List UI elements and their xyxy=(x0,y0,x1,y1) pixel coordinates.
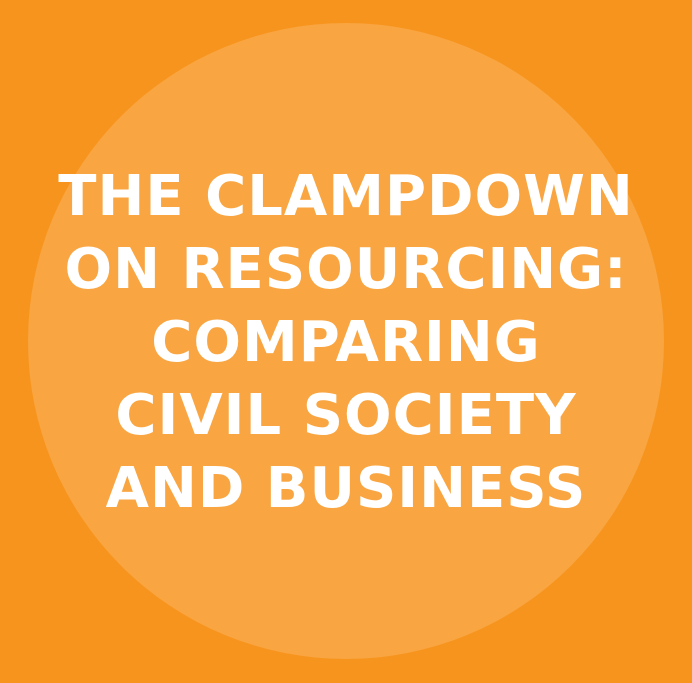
background-circle xyxy=(28,23,664,659)
title-line-2: ON RESOURCING: xyxy=(64,237,628,302)
page-title: THE CLAMPDOWN ON RESOURCING: COMPARING C… xyxy=(0,160,692,525)
title-line-4: CIVIL SOCIETY xyxy=(115,383,577,448)
title-line-1: THE CLAMPDOWN xyxy=(58,164,634,229)
title-line-5: AND BUSINESS xyxy=(105,456,587,521)
title-line-3: COMPARING xyxy=(151,310,541,375)
